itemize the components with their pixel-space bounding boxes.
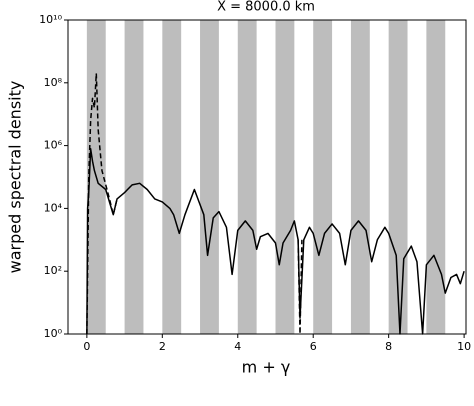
x-tick-label: 2 — [159, 340, 166, 353]
shaded-band — [237, 20, 257, 334]
y-tick-label: 10⁸ — [44, 76, 63, 89]
shaded-band — [162, 20, 182, 334]
y-tick-label: 10⁶ — [44, 139, 63, 152]
x-tick-label: 6 — [310, 340, 317, 353]
chart-title: X = 8000.0 km — [217, 0, 315, 15]
shaded-band — [275, 20, 295, 334]
y-tick-label: 10¹⁰ — [39, 13, 62, 26]
shaded-band — [200, 20, 219, 334]
y-tick-label: 10² — [44, 264, 62, 277]
y-tick-label: 10⁰ — [44, 327, 63, 340]
line-series — [86, 72, 303, 335]
y-axis-label: warped spectral density — [6, 81, 25, 274]
x-axis-label: m + γ — [242, 358, 291, 377]
shaded-band — [350, 20, 370, 334]
x-tick-label: 10 — [457, 340, 471, 353]
x-tick-label: 4 — [234, 340, 241, 353]
plot-frame — [67, 19, 467, 335]
shaded-band — [313, 20, 333, 334]
shaded-band — [388, 20, 408, 334]
line-series — [86, 148, 465, 335]
shaded-band — [426, 20, 446, 334]
y-tick-label: 10⁴ — [44, 201, 63, 214]
x-tick-label: 0 — [83, 340, 90, 353]
x-tick-label: 8 — [385, 340, 392, 353]
shaded-band — [124, 20, 144, 334]
